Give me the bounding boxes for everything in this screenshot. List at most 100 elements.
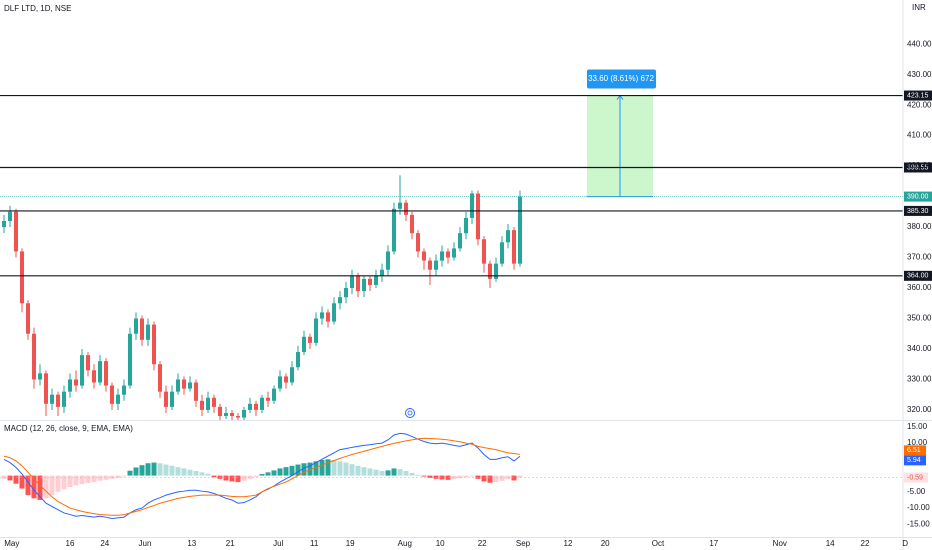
histogram-bar (85, 475, 91, 484)
candle-body (452, 248, 456, 258)
histogram-bar (175, 467, 181, 476)
candle-body (470, 193, 474, 218)
x-tick-label: 11 (310, 539, 319, 548)
candle-body (320, 312, 324, 319)
histogram-bar (367, 468, 373, 476)
histogram-bar (253, 475, 259, 477)
histogram-bar (133, 467, 139, 476)
candle-body (224, 412, 228, 417)
histogram-bar (427, 475, 433, 478)
hline-label: 364.00 (907, 273, 929, 280)
histogram-bar (307, 462, 313, 476)
candle-body (266, 397, 270, 401)
histogram-bar (55, 475, 61, 492)
candle-body (284, 376, 288, 383)
candle-body (104, 361, 108, 386)
x-tick-label: D (902, 539, 908, 548)
histogram-bar (73, 475, 79, 486)
histogram-bar (145, 463, 151, 476)
y-tick-label: 420.00 (907, 100, 932, 109)
candle-body (434, 260, 438, 270)
measure-label: 33.60 (8.61%) 672 (588, 74, 654, 83)
candle-body (38, 373, 42, 380)
candle-body (428, 260, 432, 270)
histogram-bar (61, 475, 67, 490)
price-pane: 33.60 (8.61%) 672 (0, 69, 903, 420)
histogram-bar (7, 475, 13, 481)
y-tick-label: 360.00 (907, 283, 932, 292)
hline-label: 423.15 (907, 92, 929, 99)
candle-body (212, 397, 216, 407)
x-tick-label: 17 (709, 539, 718, 548)
x-tick-label: 20 (601, 539, 610, 548)
histogram-bar (469, 475, 475, 477)
candle-body (488, 263, 492, 279)
histogram-bar (499, 475, 505, 481)
histogram-bar (187, 469, 193, 476)
candle-body (362, 278, 366, 292)
candle-body (170, 391, 174, 407)
x-tick-label: Aug (398, 539, 412, 548)
x-tick-label: Jul (273, 539, 283, 548)
macd-badge-label: 5.94 (907, 457, 921, 464)
histogram-bar (289, 465, 295, 476)
candle-body (20, 251, 24, 304)
x-tick-label: 22 (478, 539, 487, 548)
histogram-bar (169, 465, 175, 476)
candle-body (422, 251, 426, 261)
y-tick-label: -5.00 (907, 487, 926, 496)
histogram-bar (211, 475, 217, 478)
histogram-bar (301, 463, 307, 476)
histogram-bar (163, 464, 169, 476)
histogram-bar (19, 475, 25, 489)
candle-body (386, 251, 390, 270)
candle-body (356, 275, 360, 292)
candle-body (314, 318, 318, 343)
candle-body (68, 379, 72, 392)
histogram-bar (67, 475, 73, 487)
candle-body (194, 382, 198, 401)
candle-body (296, 352, 300, 368)
candle-body (302, 336, 306, 353)
histogram-bar (235, 475, 241, 483)
candle-body (380, 269, 384, 276)
candle-body (188, 382, 192, 389)
candle-body (278, 376, 282, 389)
x-tick-label: 14 (826, 539, 835, 548)
histogram-bar (337, 461, 343, 476)
histogram-bar (97, 475, 103, 481)
histogram-bar (349, 464, 355, 476)
histogram-bar (361, 467, 367, 476)
measure-label-box (587, 69, 656, 89)
candle-body (326, 312, 330, 322)
histogram-bar (265, 472, 271, 476)
histogram-bar (37, 475, 43, 500)
histogram-bar (223, 475, 229, 481)
candle-body (338, 297, 342, 304)
hline-badge (904, 270, 932, 281)
y-tick-label: 430.00 (907, 70, 932, 79)
hline-label: 385.30 (907, 208, 929, 215)
candle-body (176, 379, 180, 392)
event-marker[interactable] (405, 408, 415, 418)
candle-body (92, 370, 96, 383)
last-price-badge (904, 191, 932, 202)
y-tick-label: -10.00 (907, 503, 930, 512)
histogram-bar (325, 459, 331, 476)
histogram-bar (487, 475, 493, 483)
macd-badge (904, 445, 926, 456)
candle-body (476, 193, 480, 240)
candle-body (26, 303, 30, 334)
candle-body (368, 278, 372, 285)
histogram-bar (31, 475, 37, 499)
candle-body (98, 361, 102, 383)
histogram-bar (421, 475, 427, 477)
candle-body (290, 367, 294, 383)
y-tick-label: 380.00 (907, 222, 932, 231)
candle-body (404, 202, 408, 215)
histogram-bar (193, 471, 199, 476)
histogram-bar (277, 468, 283, 476)
candle-body (410, 214, 414, 234)
candle-body (164, 391, 168, 407)
